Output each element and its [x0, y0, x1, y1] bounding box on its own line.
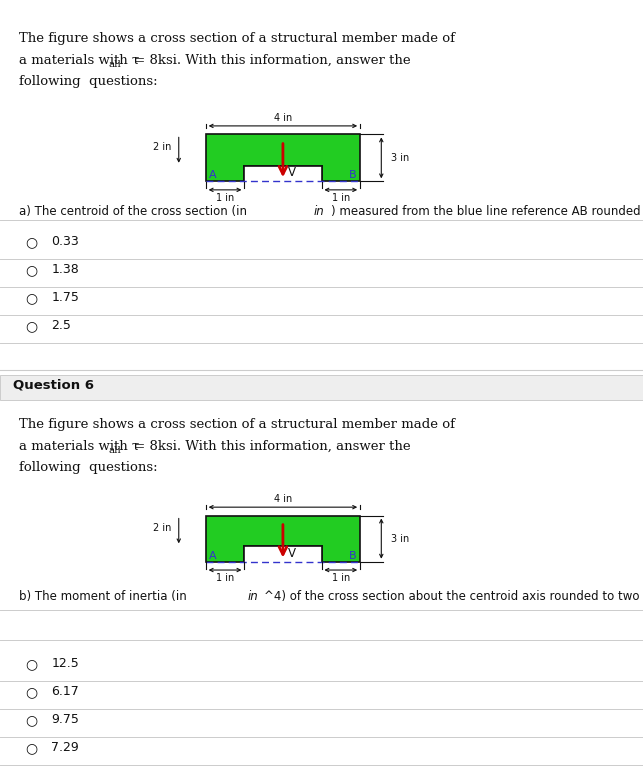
Text: ○: ○ — [26, 657, 38, 671]
Text: The figure shows a cross section of a structural member made of: The figure shows a cross section of a st… — [19, 418, 455, 431]
Text: a materials with τ: a materials with τ — [19, 440, 140, 452]
Text: in: in — [314, 205, 325, 218]
Text: 2.5: 2.5 — [51, 319, 71, 332]
Text: all: all — [108, 60, 121, 69]
Text: following  questions:: following questions: — [19, 462, 158, 474]
Text: B: B — [349, 171, 357, 180]
Text: ○: ○ — [26, 741, 38, 755]
Text: 2 in: 2 in — [152, 523, 171, 533]
Text: ○: ○ — [26, 685, 38, 699]
Text: Question 6: Question 6 — [13, 378, 94, 391]
Text: 2 in: 2 in — [152, 142, 171, 152]
Text: V: V — [287, 166, 296, 179]
Text: 3 in: 3 in — [391, 153, 409, 163]
Text: in: in — [248, 590, 258, 603]
Polygon shape — [206, 134, 360, 182]
Text: 1.75: 1.75 — [51, 291, 79, 304]
Polygon shape — [244, 166, 322, 182]
Text: 1 in: 1 in — [332, 193, 350, 203]
Text: 1 in: 1 in — [216, 573, 234, 583]
Text: ) measured from the blue line reference AB rounded to two decimal places is: ) measured from the blue line reference … — [331, 205, 643, 218]
Text: all: all — [108, 446, 121, 455]
Text: A: A — [209, 171, 217, 180]
Text: 4 in: 4 in — [274, 494, 292, 504]
Text: a materials with τ: a materials with τ — [19, 54, 140, 67]
Text: 1.38: 1.38 — [51, 263, 79, 276]
Text: b) The moment of inertia (in: b) The moment of inertia (in — [19, 590, 191, 603]
Text: ^4) of the cross section about the centroid axis rounded to two decimal points i: ^4) of the cross section about the centr… — [264, 590, 643, 603]
Text: 1 in: 1 in — [332, 573, 350, 583]
Text: 7.29: 7.29 — [51, 741, 79, 754]
Text: ○: ○ — [26, 291, 38, 305]
Polygon shape — [244, 546, 322, 562]
Text: ○: ○ — [26, 319, 38, 333]
Text: = 8ksi. With this information, answer the: = 8ksi. With this information, answer th… — [130, 54, 410, 67]
Polygon shape — [206, 515, 360, 562]
Text: ○: ○ — [26, 235, 38, 249]
Text: = 8ksi. With this information, answer the: = 8ksi. With this information, answer th… — [130, 440, 410, 452]
Text: V: V — [287, 547, 296, 559]
Text: 0.33: 0.33 — [51, 235, 79, 248]
Text: a) The centroid of the cross section (in: a) The centroid of the cross section (in — [19, 205, 251, 218]
Text: 12.5: 12.5 — [51, 657, 79, 670]
Text: B: B — [349, 551, 357, 561]
Text: The figure shows a cross section of a structural member made of: The figure shows a cross section of a st… — [19, 32, 455, 45]
Text: 1 in: 1 in — [216, 193, 234, 203]
Text: A: A — [209, 551, 217, 561]
Text: 3 in: 3 in — [391, 534, 409, 544]
Text: ○: ○ — [26, 713, 38, 727]
Text: following  questions:: following questions: — [19, 75, 158, 88]
Text: 4 in: 4 in — [274, 113, 292, 123]
Text: 6.17: 6.17 — [51, 685, 79, 698]
Text: ○: ○ — [26, 263, 38, 277]
Text: 9.75: 9.75 — [51, 713, 79, 726]
